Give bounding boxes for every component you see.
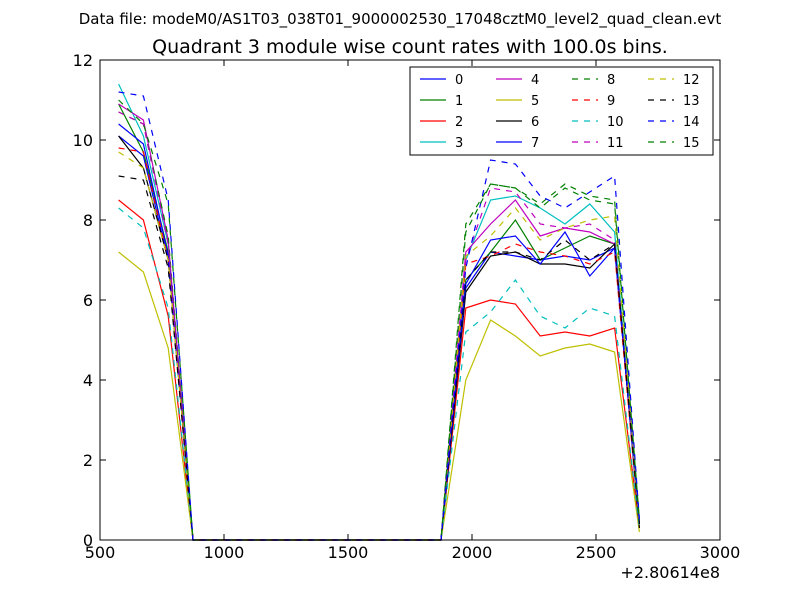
legend-label-4: 4 [531,73,539,88]
y-tick-label: 12 [73,51,93,70]
legend-label-13: 13 [683,94,700,109]
y-tick-label: 2 [83,451,93,470]
y-tick-label: 8 [83,211,93,230]
series-line-10 [118,207,640,541]
legend-label-6: 6 [531,115,539,130]
series-line-5 [118,251,640,541]
x-tick-label: 2000 [452,543,493,562]
legend-label-8: 8 [607,73,615,88]
series-line-13 [118,175,640,541]
x-axis-offset-label: +2.80614e8 [620,563,720,582]
y-tick-label: 6 [83,291,93,310]
legend-box [409,66,714,156]
legend-label-10: 10 [607,115,624,130]
plot-area [99,59,721,541]
x-tick-label: 2500 [576,543,617,562]
y-tick-label: 0 [83,531,93,550]
x-tick-label: 1000 [204,543,245,562]
y-tick-label: 4 [83,371,93,390]
chart-title: Quadrant 3 module wise count rates with … [152,36,668,58]
x-tick-label: 500 [85,543,116,562]
series-line-1 [118,103,640,541]
legend-label-11: 11 [607,136,624,151]
series-line-15 [118,99,640,541]
series-line-2 [118,199,640,541]
y-tick-label: 10 [73,131,93,150]
legend-label-15: 15 [683,136,700,151]
series-line-0 [118,135,640,541]
legend-label-12: 12 [683,73,700,88]
series-line-9 [118,147,640,541]
suptitle: Data file: modeM0/AS1T03_038T01_90000025… [79,10,722,29]
series-line-14 [118,91,640,541]
series-line-8 [118,111,640,541]
series-line-6 [118,135,640,541]
series-line-11 [118,111,640,541]
legend-label-7: 7 [531,136,539,151]
legend-label-1: 1 [455,94,463,109]
x-axis: 500 1000 1500 2000 2500 3000 [85,60,741,562]
series-line-4 [118,103,640,541]
legend-label-14: 14 [683,115,700,130]
legend-label-5: 5 [531,94,539,109]
legend-label-2: 2 [455,115,463,130]
legend-label-3: 3 [455,136,463,151]
series-line-12 [118,151,640,541]
x-tick-label: 3000 [700,543,741,562]
legend-label-0: 0 [455,73,463,88]
x-tick-label: 1500 [328,543,369,562]
legend-label-9: 9 [607,94,615,109]
